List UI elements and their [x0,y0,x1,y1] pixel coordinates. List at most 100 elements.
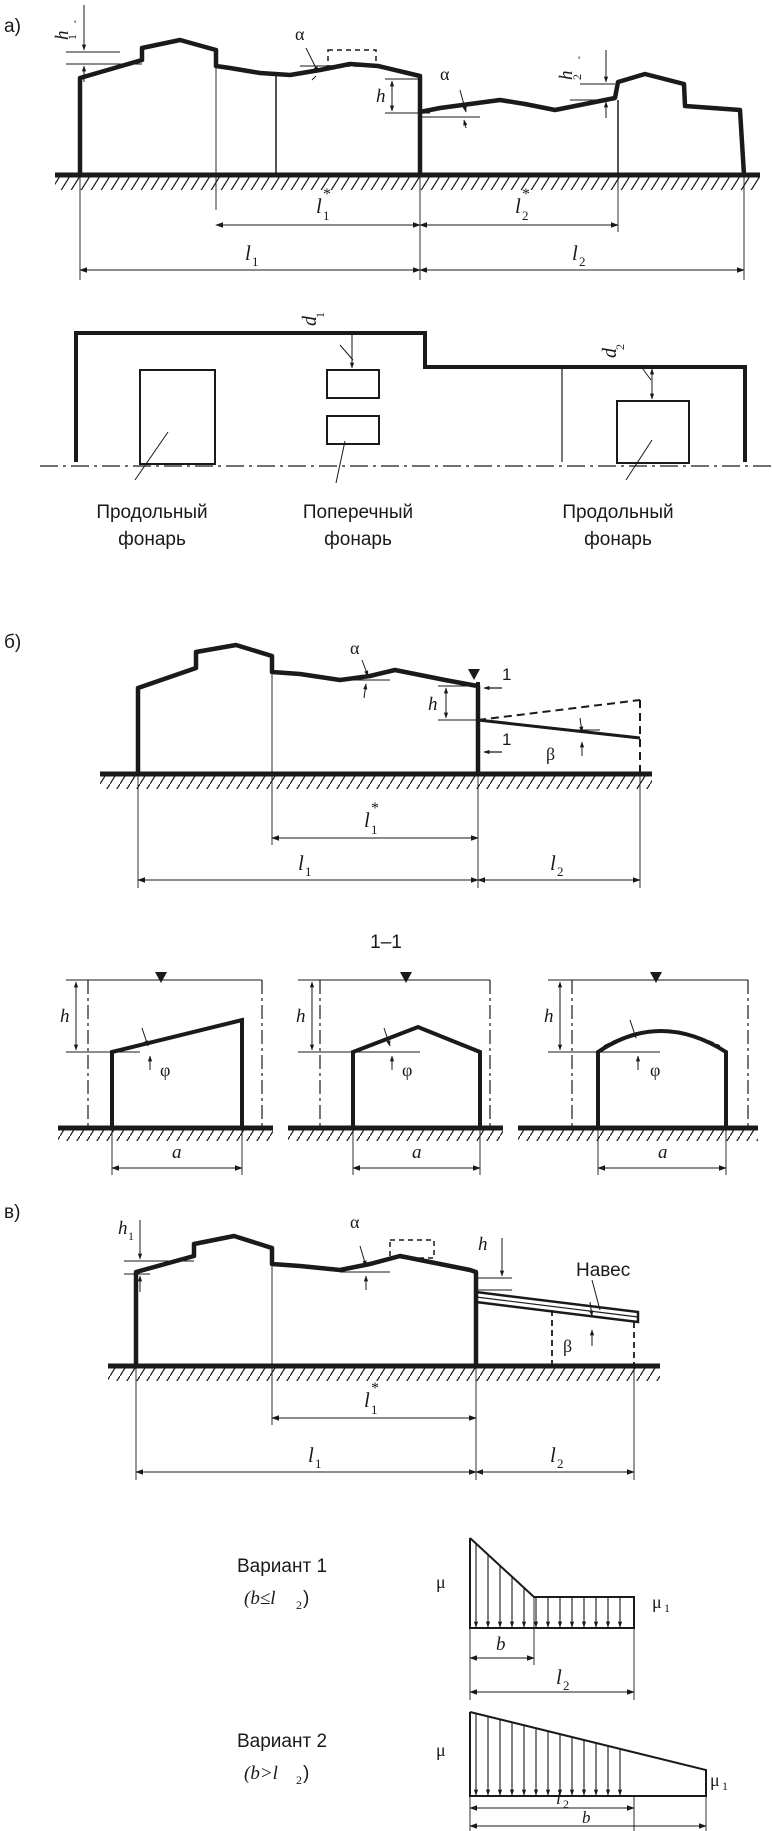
svg-text:': ' [74,17,76,31]
svg-text:2: 2 [563,1797,569,1811]
dim-l2-a: l [572,241,578,265]
angle-alpha-a1: α [295,24,305,44]
panel-v: в) Навес h 1 α h β [4,1202,660,1480]
angle-phi-s2: φ [402,1060,412,1080]
dim-h1-prime: h [52,31,73,41]
dim-b-v2: b [582,1808,591,1827]
dim-l1-star-a: l [316,194,322,218]
svg-text:1: 1 [252,254,259,269]
dim-h-s2: h [296,1006,306,1027]
svg-text:1: 1 [722,1779,728,1793]
svg-text:2: 2 [522,208,529,223]
label-longitudinal-lantern-2: Продольный [562,502,673,523]
dim-h-b: h [428,694,438,715]
dim-l1-star-v: l [364,1388,370,1412]
label-canopy: Навес [576,1260,630,1281]
dim-h-s3: h [544,1006,554,1027]
section-1-arch: h φ a [518,972,758,1175]
mu1-label-v1: μ [652,1592,662,1612]
ground-hatch [55,176,760,190]
panel-a-plan: d 1 d 2 Продольный фонарь Поперечный фон… [40,312,772,550]
svg-text:*: * [371,1380,379,1397]
dim-b-v1: b [496,1634,506,1655]
dim-d1: d [299,315,321,326]
lantern-trans-2 [326,415,380,445]
dim-a-s3: a [658,1142,668,1163]
svg-text:фонарь: фонарь [324,529,392,550]
svg-text:): ) [303,1763,309,1784]
svg-text:*: * [522,186,530,203]
svg-text:*: * [323,186,331,203]
svg-text:2: 2 [296,1598,302,1612]
variant-2-condition: (b>l [244,1763,278,1784]
label-longitudinal-lantern-1: Продольный [96,502,207,523]
dim-l2-star-a: l [515,194,521,218]
svg-text:1: 1 [128,1229,134,1243]
load-arrows-v2 [473,1713,623,1796]
panel-a-label: а) [4,16,21,37]
svg-text:фонарь: фонарь [118,529,186,550]
svg-text:1: 1 [323,208,330,223]
svg-text:фонарь: фонарь [584,529,652,550]
svg-text:1: 1 [664,1601,670,1615]
building-outline [77,37,747,176]
svg-text:2: 2 [296,1773,302,1787]
dim-h-s1: h [60,1006,70,1027]
panel-b: б) α 1 1 h β [4,632,652,953]
dim-l2-v2: l [556,1788,561,1808]
variant-2: Вариант 2 (b>l 2 ) μ μ 1 l 2 b [237,1711,728,1831]
plan-outline [74,331,747,462]
panel-b-label: б) [4,632,21,653]
mu1-label-v2: μ [710,1770,720,1790]
dim-h1-v: h [118,1218,128,1239]
dim-l2-b: l [550,851,556,875]
svg-text:1: 1 [371,822,378,837]
lantern-long-2 [616,400,690,464]
angle-alpha-v: α [350,1212,360,1232]
dim-l2-v: l [550,1443,556,1467]
dim-l1-v: l [308,1443,314,1467]
svg-text:2: 2 [557,1456,564,1471]
angle-beta-b: β [546,744,555,764]
variant-2-title: Вариант 2 [237,1731,327,1752]
dim-l1-star-b: l [364,808,370,832]
svg-text:1: 1 [313,312,327,318]
dim-h-a: h [376,86,386,107]
section-mark-top: 1 [502,665,511,684]
load-arrows-v1 [473,1543,623,1628]
dim-d2: d [599,347,621,358]
svg-text:): ) [303,1588,309,1609]
svg-text:2: 2 [613,344,627,350]
building-outline-b [135,642,481,774]
dim-l2-v1: l [556,1665,562,1689]
svg-text:1: 1 [315,1456,322,1471]
svg-text:': ' [578,53,580,67]
section-title: 1–1 [370,932,402,953]
section-1-mono-pitch: h φ a [58,972,273,1175]
panel-a: а) h ' 1 α h α [4,5,760,280]
section-1-gable: h φ a [288,972,503,1175]
dim-h-v: h [478,1234,488,1255]
svg-text:2: 2 [563,1678,570,1693]
angle-phi-s3: φ [650,1060,660,1080]
variant-1-title: Вариант 1 [237,1556,327,1577]
angle-alpha-b: α [350,638,360,658]
label-transverse-lantern: Поперечный [303,502,413,523]
section-mark-bottom: 1 [502,730,511,749]
lantern-trans-1 [326,369,380,399]
lantern-dashed [327,49,377,67]
dim-l1-a: l [245,241,251,265]
dim-l1-b: l [298,851,304,875]
svg-text:1: 1 [371,1402,378,1417]
panel-v-label: в) [4,1202,20,1223]
angle-beta-v: β [563,1336,572,1356]
variant-1: Вариант 1 (b≤l 2 ) μ μ 1 b l 2 [237,1537,670,1700]
mu-label-v1: μ [436,1572,446,1592]
lantern-long-1 [139,369,216,465]
variant-1-condition: (b≤l [244,1588,276,1609]
dim-a-s1: a [172,1142,182,1163]
svg-text:2: 2 [570,74,584,80]
svg-text:*: * [371,800,379,817]
svg-text:2: 2 [579,254,586,269]
